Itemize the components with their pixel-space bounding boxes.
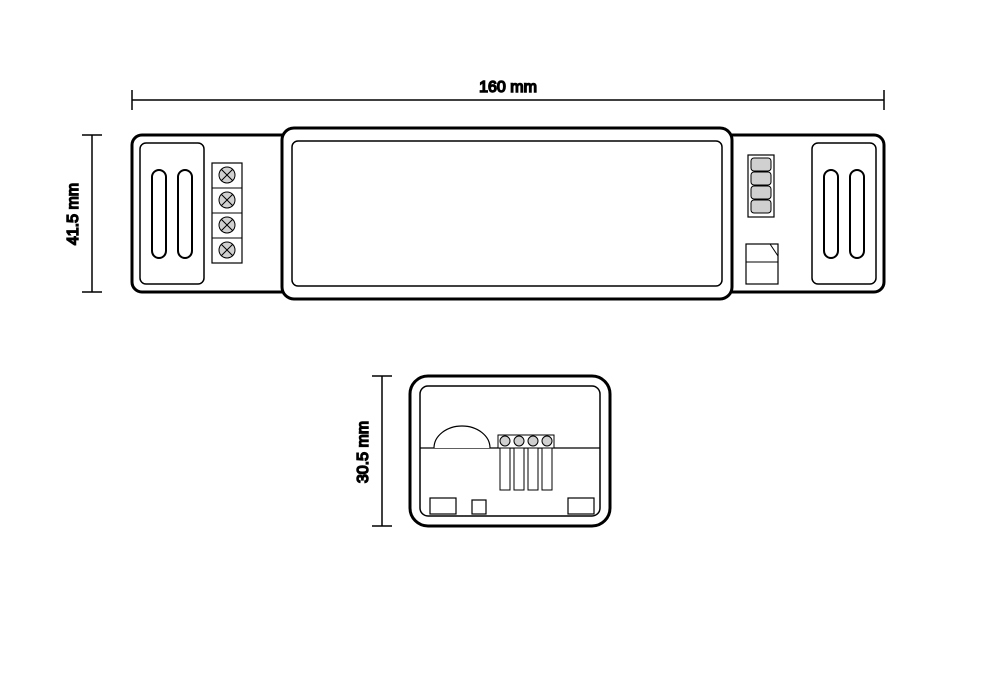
side-tab-mid — [472, 500, 486, 514]
top-terminal-block-right — [748, 155, 774, 217]
side-view — [410, 376, 610, 526]
side-tab-right — [568, 498, 594, 514]
technical-drawing: 160 mm 41.5 mm 30.5 mm — [0, 0, 993, 700]
top-view — [132, 128, 884, 299]
top-left-slot-2 — [178, 170, 192, 258]
top-center-panel-inner — [292, 141, 722, 286]
dim-height-label: 41.5 mm — [65, 183, 82, 245]
top-terminal-block-left — [212, 163, 242, 263]
diagram-container: 160 mm 41.5 mm 30.5 mm — [0, 0, 993, 700]
top-right-slot-2 — [850, 170, 864, 258]
top-right-notch — [746, 244, 778, 284]
top-left-slot-1 — [152, 170, 166, 258]
dim-width-label: 160 mm — [479, 79, 537, 96]
dim-depth-label: 30.5 mm — [355, 421, 372, 483]
top-right-slot-1 — [824, 170, 838, 258]
side-tab-left — [430, 498, 456, 514]
